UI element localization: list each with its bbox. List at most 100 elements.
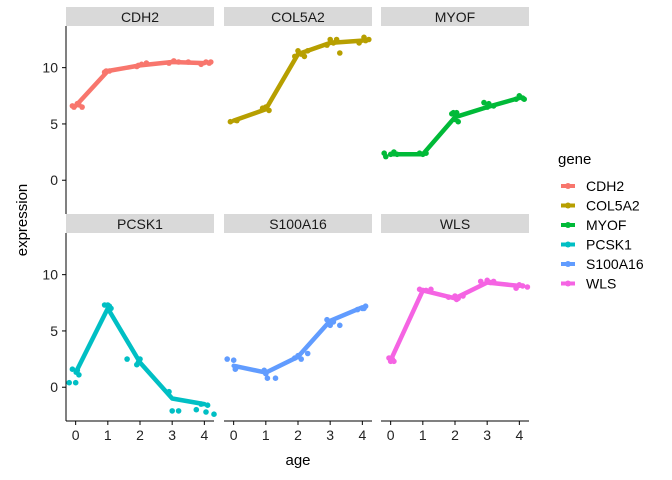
data-point <box>143 60 150 66</box>
data-point <box>230 357 237 364</box>
legend-key-point <box>565 280 571 287</box>
legend-item: MYOF <box>561 217 626 233</box>
facet-strip <box>224 214 372 233</box>
facet-strip <box>66 214 214 233</box>
data-point <box>175 408 182 414</box>
data-point <box>224 356 230 362</box>
series-line <box>73 306 207 407</box>
legend-label: COL5A2 <box>586 198 640 214</box>
data-point <box>124 356 130 362</box>
data-point <box>453 109 460 116</box>
data-point <box>203 409 209 415</box>
data-point <box>227 118 234 125</box>
data-point <box>477 278 484 285</box>
legend-key-point <box>565 241 571 248</box>
data-point <box>185 59 192 65</box>
x-tick-label: 4 <box>200 427 208 443</box>
legend-label: MYOF <box>586 217 626 233</box>
data-point <box>304 350 311 357</box>
data-point <box>490 103 497 109</box>
data-point <box>208 59 214 65</box>
series-line <box>388 95 522 157</box>
data-point <box>330 319 337 325</box>
facet-strip <box>381 214 529 233</box>
legend-item: COL5A2 <box>561 198 640 214</box>
data-point <box>486 100 492 107</box>
facet-strip <box>381 7 529 26</box>
x-tick-label: 0 <box>72 427 80 443</box>
legend-item: S100A16 <box>561 256 644 272</box>
data-point <box>264 375 271 382</box>
data-point <box>211 411 217 418</box>
data-point <box>301 53 308 60</box>
data-point <box>272 375 279 382</box>
data-point <box>69 366 76 373</box>
data-point <box>72 379 79 386</box>
facet-panel: CDH2 0 5 10 <box>42 7 214 214</box>
data-point <box>175 59 182 65</box>
facet-strip-label: S100A16 <box>269 216 327 232</box>
data-point <box>524 284 531 290</box>
legend-label: WLS <box>586 276 616 292</box>
facet-strip-label: COL5A2 <box>271 9 325 25</box>
data-point <box>198 401 204 407</box>
y-tick-label: 0 <box>50 172 58 188</box>
y-tick-label: 0 <box>50 379 58 395</box>
data-point <box>234 117 240 124</box>
y-tick-label: 5 <box>50 323 58 339</box>
x-tick-label: 4 <box>358 427 366 443</box>
x-tick-label: 3 <box>483 427 491 443</box>
data-point <box>135 62 142 69</box>
x-tick-label: 1 <box>262 427 270 443</box>
legend-label: CDH2 <box>586 178 624 194</box>
data-point <box>354 306 361 313</box>
data-point <box>171 58 177 64</box>
x-tick-label: 2 <box>451 427 459 443</box>
x-tick-label: 3 <box>168 427 176 443</box>
data-point <box>394 151 400 158</box>
data-point <box>423 287 429 294</box>
x-tick-label: 1 <box>419 427 427 443</box>
x-axis-title: age <box>285 452 310 469</box>
legend-label: S100A16 <box>586 256 644 272</box>
data-point <box>428 286 434 293</box>
facet-strip-label: MYOF <box>435 9 475 25</box>
legend-item: WLS <box>561 276 616 292</box>
legend-item: PCSK1 <box>561 237 632 253</box>
data-point <box>166 388 172 395</box>
data-point <box>66 379 72 386</box>
data-point <box>337 322 343 329</box>
y-tick-label: 10 <box>42 60 58 76</box>
facet-panel: S100A16 0 1 2 3 4 <box>224 214 372 443</box>
data-point <box>69 103 76 109</box>
series-line <box>231 305 365 375</box>
data-point <box>333 36 340 43</box>
x-tick-label: 1 <box>104 427 112 443</box>
facet-panel: WLS 0 1 2 3 4 <box>381 214 531 443</box>
legend-item: CDH2 <box>561 178 624 194</box>
data-point <box>460 293 466 299</box>
data-point <box>445 294 452 301</box>
data-point <box>166 60 172 66</box>
data-point <box>204 402 211 409</box>
data-point <box>490 278 497 285</box>
data-point <box>481 99 487 106</box>
facet-panel: PCSK1 0 5 10 0 1 2 3 4 <box>42 214 217 443</box>
y-tick-label: 5 <box>50 116 58 132</box>
y-axis-title: expression <box>14 184 31 257</box>
data-point <box>101 69 108 75</box>
data-point <box>106 68 113 74</box>
facet-strip-label: CDH2 <box>121 9 159 25</box>
series-line <box>73 59 207 109</box>
facet-strip <box>224 7 372 26</box>
data-point <box>108 305 114 312</box>
data-point <box>266 107 272 114</box>
x-tick-label: 4 <box>515 427 523 443</box>
data-point <box>193 406 200 413</box>
facet-panel: COL5A2 <box>224 7 372 125</box>
data-point <box>169 408 175 414</box>
x-tick-label: 0 <box>387 427 395 443</box>
x-tick-label: 2 <box>294 427 302 443</box>
legend-key-point <box>565 261 571 267</box>
data-point <box>324 42 330 48</box>
